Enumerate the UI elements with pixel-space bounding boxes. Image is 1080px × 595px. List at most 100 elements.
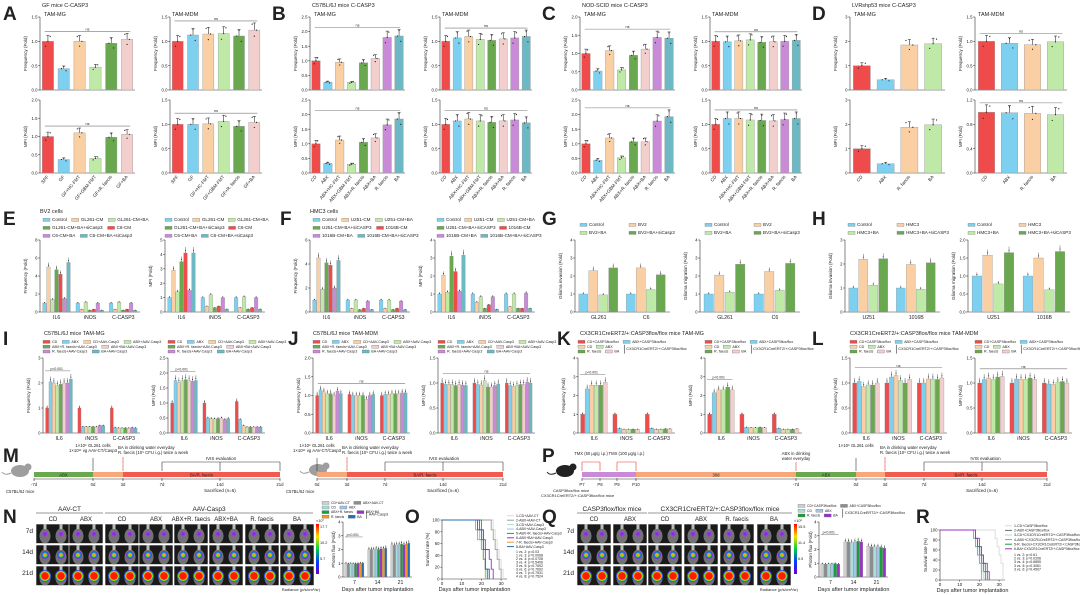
bar-inos-3 — [626, 429, 631, 434]
data-point — [660, 428, 662, 430]
bar-inos-5 — [762, 427, 767, 434]
bar-c-casp3-2 — [654, 429, 659, 434]
colorbar — [316, 524, 319, 574]
data-point — [724, 41, 727, 43]
legend-label: U251-CM+BA+siCASP3 — [322, 225, 372, 230]
p-value-label: p<0.001 — [51, 367, 63, 371]
y-axis-label: MFI (Fold) — [23, 125, 28, 147]
data-point — [751, 34, 753, 36]
legend-swatch — [577, 345, 586, 349]
data-point — [82, 426, 84, 427]
data-point — [222, 296, 224, 298]
significance-ns: ns — [214, 109, 218, 113]
y-tick-label: 0.5 — [162, 146, 169, 151]
tumor-signal — [91, 531, 97, 537]
mouse-tail — [303, 545, 307, 550]
timeline-tick-label: 14d — [216, 482, 224, 487]
data-point — [527, 127, 529, 129]
tumor-signal — [211, 569, 225, 583]
x-tick-label: BA — [1049, 174, 1057, 183]
mouse-tail — [600, 566, 604, 571]
bar-c-casp3-5 — [522, 384, 526, 434]
y-tick-label: 1.5 — [960, 256, 967, 261]
bar-abx-gbm-fmt — [617, 69, 627, 91]
bar-inos-1 — [1014, 378, 1019, 434]
y-tick-label: 1.5 — [572, 33, 579, 38]
bar-inos-2 — [621, 429, 627, 434]
bar-abx-hc-fmt — [734, 40, 744, 91]
data-point — [881, 163, 883, 165]
p-value-label: 3 vs. 5: p=0.7692 — [516, 564, 543, 568]
group-label: CD — [118, 517, 127, 523]
bar-abx-ba — [498, 38, 508, 91]
data-point — [329, 262, 331, 264]
data-point — [321, 287, 323, 289]
colorbar-tick: 11.4 — [798, 541, 805, 545]
y-tick-label: 1.5 — [32, 15, 39, 20]
data-point — [255, 296, 257, 298]
mouse-tail — [600, 524, 604, 529]
bar-inos-5 — [219, 417, 224, 434]
bar-il6-1 — [443, 384, 448, 434]
data-point — [1020, 376, 1022, 378]
data-point — [582, 413, 584, 414]
bar-abx-gbm-fmt — [347, 82, 357, 91]
x-group-label: iNOS — [85, 436, 98, 442]
data-point — [384, 129, 387, 131]
data-point — [315, 60, 317, 62]
bar-il6-0 — [167, 297, 172, 313]
data-point — [1059, 248, 1061, 250]
tumor-signal — [194, 550, 204, 560]
legend-label: CD — [984, 345, 990, 349]
bar-c-casp3-3 — [658, 429, 664, 434]
y-axis-label: MFI (Fold) — [563, 125, 568, 147]
mouse-tail — [92, 566, 96, 571]
mouse-tail — [671, 524, 675, 529]
data-point — [111, 406, 113, 408]
data-point — [174, 128, 177, 130]
data-point — [443, 128, 445, 130]
bar-abx-gbm-fmt — [475, 120, 485, 174]
data-point — [131, 426, 133, 428]
data-point — [595, 159, 597, 161]
bar-21-1 — [869, 546, 874, 578]
bar-c-casp3-4 — [248, 426, 253, 434]
data-point — [739, 261, 741, 263]
x-tick-label: ABX — [1002, 174, 1012, 184]
y-tick-label: 0 — [305, 310, 308, 315]
mouse-tail — [303, 566, 307, 571]
data-point — [784, 40, 786, 42]
significance-ns: ns — [85, 27, 89, 31]
timeline-bar-1 — [636, 472, 796, 477]
bar-spf — [171, 41, 184, 91]
legend-label: U251-CM — [351, 217, 371, 222]
group-label: CD — [661, 517, 670, 523]
data-point — [441, 380, 443, 382]
mouse-tail — [655, 566, 659, 571]
y-axis-label: Photon flux (Fold) — [808, 531, 813, 568]
data-point — [468, 41, 470, 43]
x-group-label: iNOS — [84, 315, 97, 321]
data-point — [60, 158, 63, 161]
y-axis-label: Glioma migration (Fold) — [951, 252, 956, 300]
bar-c6-0 — [753, 293, 764, 313]
y-axis-label: Frequency (Fold) — [23, 36, 28, 71]
legend-swatch — [1002, 349, 1010, 354]
y-tick-label: 1.0 — [160, 401, 167, 406]
data-point — [473, 380, 475, 382]
bar-c-casp3-1 — [776, 428, 782, 434]
panel-letter-G: G — [542, 209, 557, 230]
bar-inos-5 — [1032, 379, 1037, 434]
data-point — [240, 40, 242, 42]
data-point — [477, 382, 479, 384]
panel-letter-E: E — [3, 209, 16, 230]
bar-inos-6 — [223, 419, 227, 434]
bar-inos-5 — [365, 301, 370, 313]
legend-swatch — [704, 345, 713, 349]
bar-c-casp3-1 — [921, 382, 927, 434]
data-point — [446, 118, 449, 121]
bar-inos-0 — [1009, 382, 1015, 434]
mouse-tail — [620, 545, 624, 550]
mouse-tail — [216, 566, 220, 571]
data-point — [523, 122, 526, 124]
